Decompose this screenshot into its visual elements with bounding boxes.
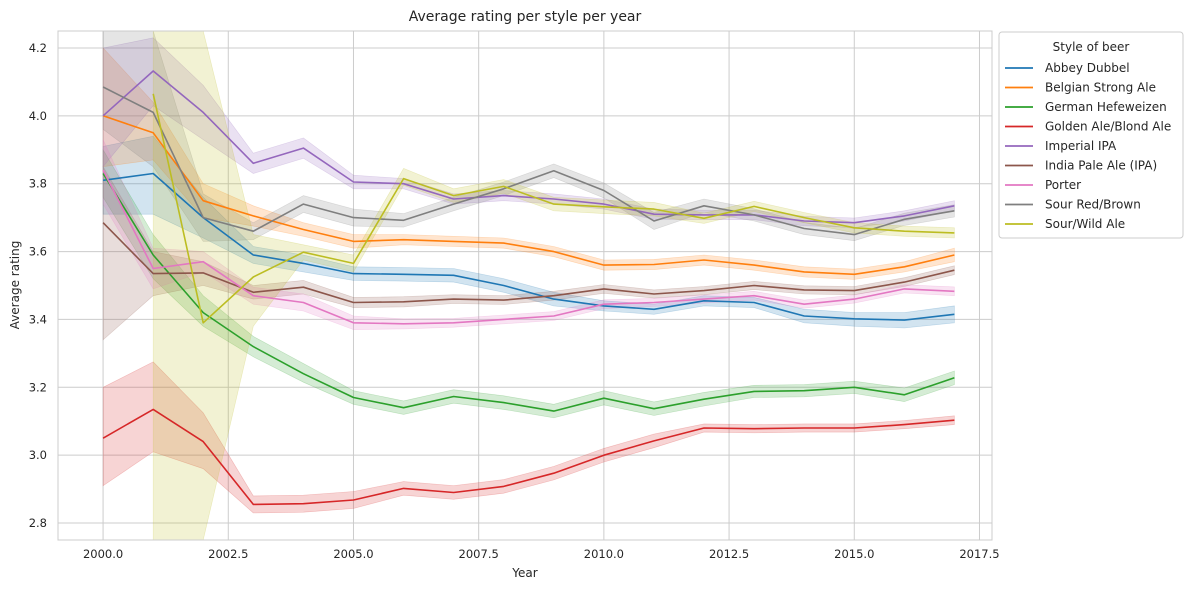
y-tick-label: 3.0 <box>29 448 47 462</box>
series-line-golden-ale-blond-ale <box>102 408 955 506</box>
x-tick-label: 2010.0 <box>584 547 624 561</box>
series-line-sour-wild-ale <box>152 93 955 324</box>
legend-title: Style of beer <box>1053 40 1130 54</box>
ci-band-belgian-strong-ale <box>102 47 955 280</box>
legend: Style of beer Abbey Dubbel Belgian Strong… <box>998 31 1184 239</box>
series-line-belgian-strong-ale <box>102 115 955 276</box>
legend-label: German Hefeweizen <box>1045 100 1167 114</box>
legend-label: Imperial IPA <box>1045 139 1117 153</box>
legend-label: Sour Red/Brown <box>1045 198 1141 212</box>
x-tick-label: 2002.5 <box>208 547 248 561</box>
y-axis-label: Average rating <box>8 241 22 330</box>
y-axis-ticks: 2.8 3.0 3.2 3.4 3.6 3.8 4.0 4.2 <box>29 41 47 530</box>
legend-box <box>998 31 1184 239</box>
ci-band-german-hefeweizen <box>102 148 955 419</box>
x-axis-label: Year <box>511 566 537 580</box>
y-tick-label: 3.8 <box>29 177 47 191</box>
ci-band-sour-wild-ale <box>152 31 955 540</box>
x-tick-label: 2005.0 <box>333 547 373 561</box>
x-tick-label: 2015.0 <box>834 547 874 561</box>
legend-label: Abbey Dubbel <box>1045 61 1130 75</box>
ci-band-india-pale-ale-ipa <box>102 165 955 341</box>
series-line-imperial-ipa <box>102 70 955 224</box>
y-tick-label: 3.2 <box>29 380 47 394</box>
x-tick-label: 2007.5 <box>459 547 499 561</box>
y-tick-label: 4.0 <box>29 109 47 123</box>
series-line-sour-red-brown <box>102 86 955 236</box>
y-tick-label: 3.6 <box>29 245 47 259</box>
ci-band-porter <box>102 139 955 330</box>
x-tick-label: 2000.0 <box>83 547 123 561</box>
ci-band-golden-ale-blond-ale <box>102 361 955 514</box>
legend-label: Sour/Wild Ale <box>1045 217 1125 231</box>
legend-label: Porter <box>1045 178 1081 192</box>
x-axis-ticks: 2000.0 2002.5 2005.0 2007.5 2010.0 2012.5 2015… <box>83 547 1000 561</box>
ci-band-abbey-dubbel <box>102 135 955 329</box>
x-tick-label: 2012.5 <box>709 547 749 561</box>
legend-items: Abbey Dubbel Belgian Strong Ale German Hef… <box>1005 61 1171 231</box>
legend-label: Golden Ale/Blond Ale <box>1045 120 1171 134</box>
legend-label: India Pale Ale (IPA) <box>1045 159 1157 173</box>
series-line-german-hefeweizen <box>102 173 955 412</box>
plot-area-frame <box>57 30 993 541</box>
y-tick-label: 3.4 <box>29 312 47 326</box>
ci-band-sour-red-brown <box>102 31 955 242</box>
chart-title: Average rating per style per year <box>409 9 642 25</box>
series-line-abbey-dubbel <box>102 172 955 321</box>
y-tick-label: 2.8 <box>29 516 47 530</box>
x-tick-label: 2017.5 <box>959 547 999 561</box>
legend-label: Belgian Strong Ale <box>1045 81 1156 95</box>
y-tick-label: 4.2 <box>29 41 47 55</box>
series-lines <box>102 70 955 506</box>
series-line-porter <box>102 169 955 325</box>
confidence-bands <box>102 31 955 540</box>
